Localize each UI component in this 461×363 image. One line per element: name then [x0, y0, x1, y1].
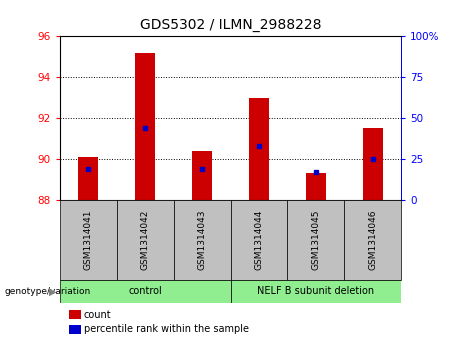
Bar [230, 280, 401, 303]
Bar [174, 200, 230, 280]
Bar [60, 280, 230, 303]
Bar [60, 200, 117, 280]
Text: GSM1314041: GSM1314041 [84, 209, 93, 270]
Bar [287, 200, 344, 280]
Text: NELF B subunit deletion: NELF B subunit deletion [257, 286, 374, 296]
Bar [117, 200, 174, 280]
Bar [363, 128, 383, 200]
Text: count: count [84, 310, 112, 320]
Bar [192, 151, 212, 200]
Text: control: control [128, 286, 162, 296]
Bar [306, 173, 326, 200]
Bar [344, 200, 401, 280]
Text: genotype/variation: genotype/variation [5, 287, 91, 296]
Bar [249, 98, 269, 200]
Text: GSM1314042: GSM1314042 [141, 209, 150, 270]
Bar [230, 200, 287, 280]
Text: GSM1314043: GSM1314043 [198, 209, 207, 270]
Title: GDS5302 / ILMN_2988228: GDS5302 / ILMN_2988228 [140, 19, 321, 33]
Text: GSM1314045: GSM1314045 [311, 209, 320, 270]
Bar [135, 53, 155, 200]
Text: GSM1314044: GSM1314044 [254, 209, 263, 270]
Bar [78, 157, 98, 200]
Text: percentile rank within the sample: percentile rank within the sample [84, 324, 249, 334]
Text: GSM1314046: GSM1314046 [368, 209, 377, 270]
Text: ▶: ▶ [49, 286, 57, 296]
